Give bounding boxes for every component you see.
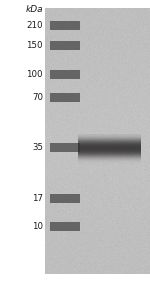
- Text: 210: 210: [27, 21, 43, 30]
- Text: 17: 17: [32, 194, 43, 203]
- Text: 10: 10: [32, 222, 43, 231]
- Text: 100: 100: [27, 70, 43, 79]
- Text: kDa: kDa: [25, 5, 43, 14]
- Text: 35: 35: [32, 143, 43, 152]
- Text: 70: 70: [32, 93, 43, 102]
- Text: 150: 150: [27, 41, 43, 50]
